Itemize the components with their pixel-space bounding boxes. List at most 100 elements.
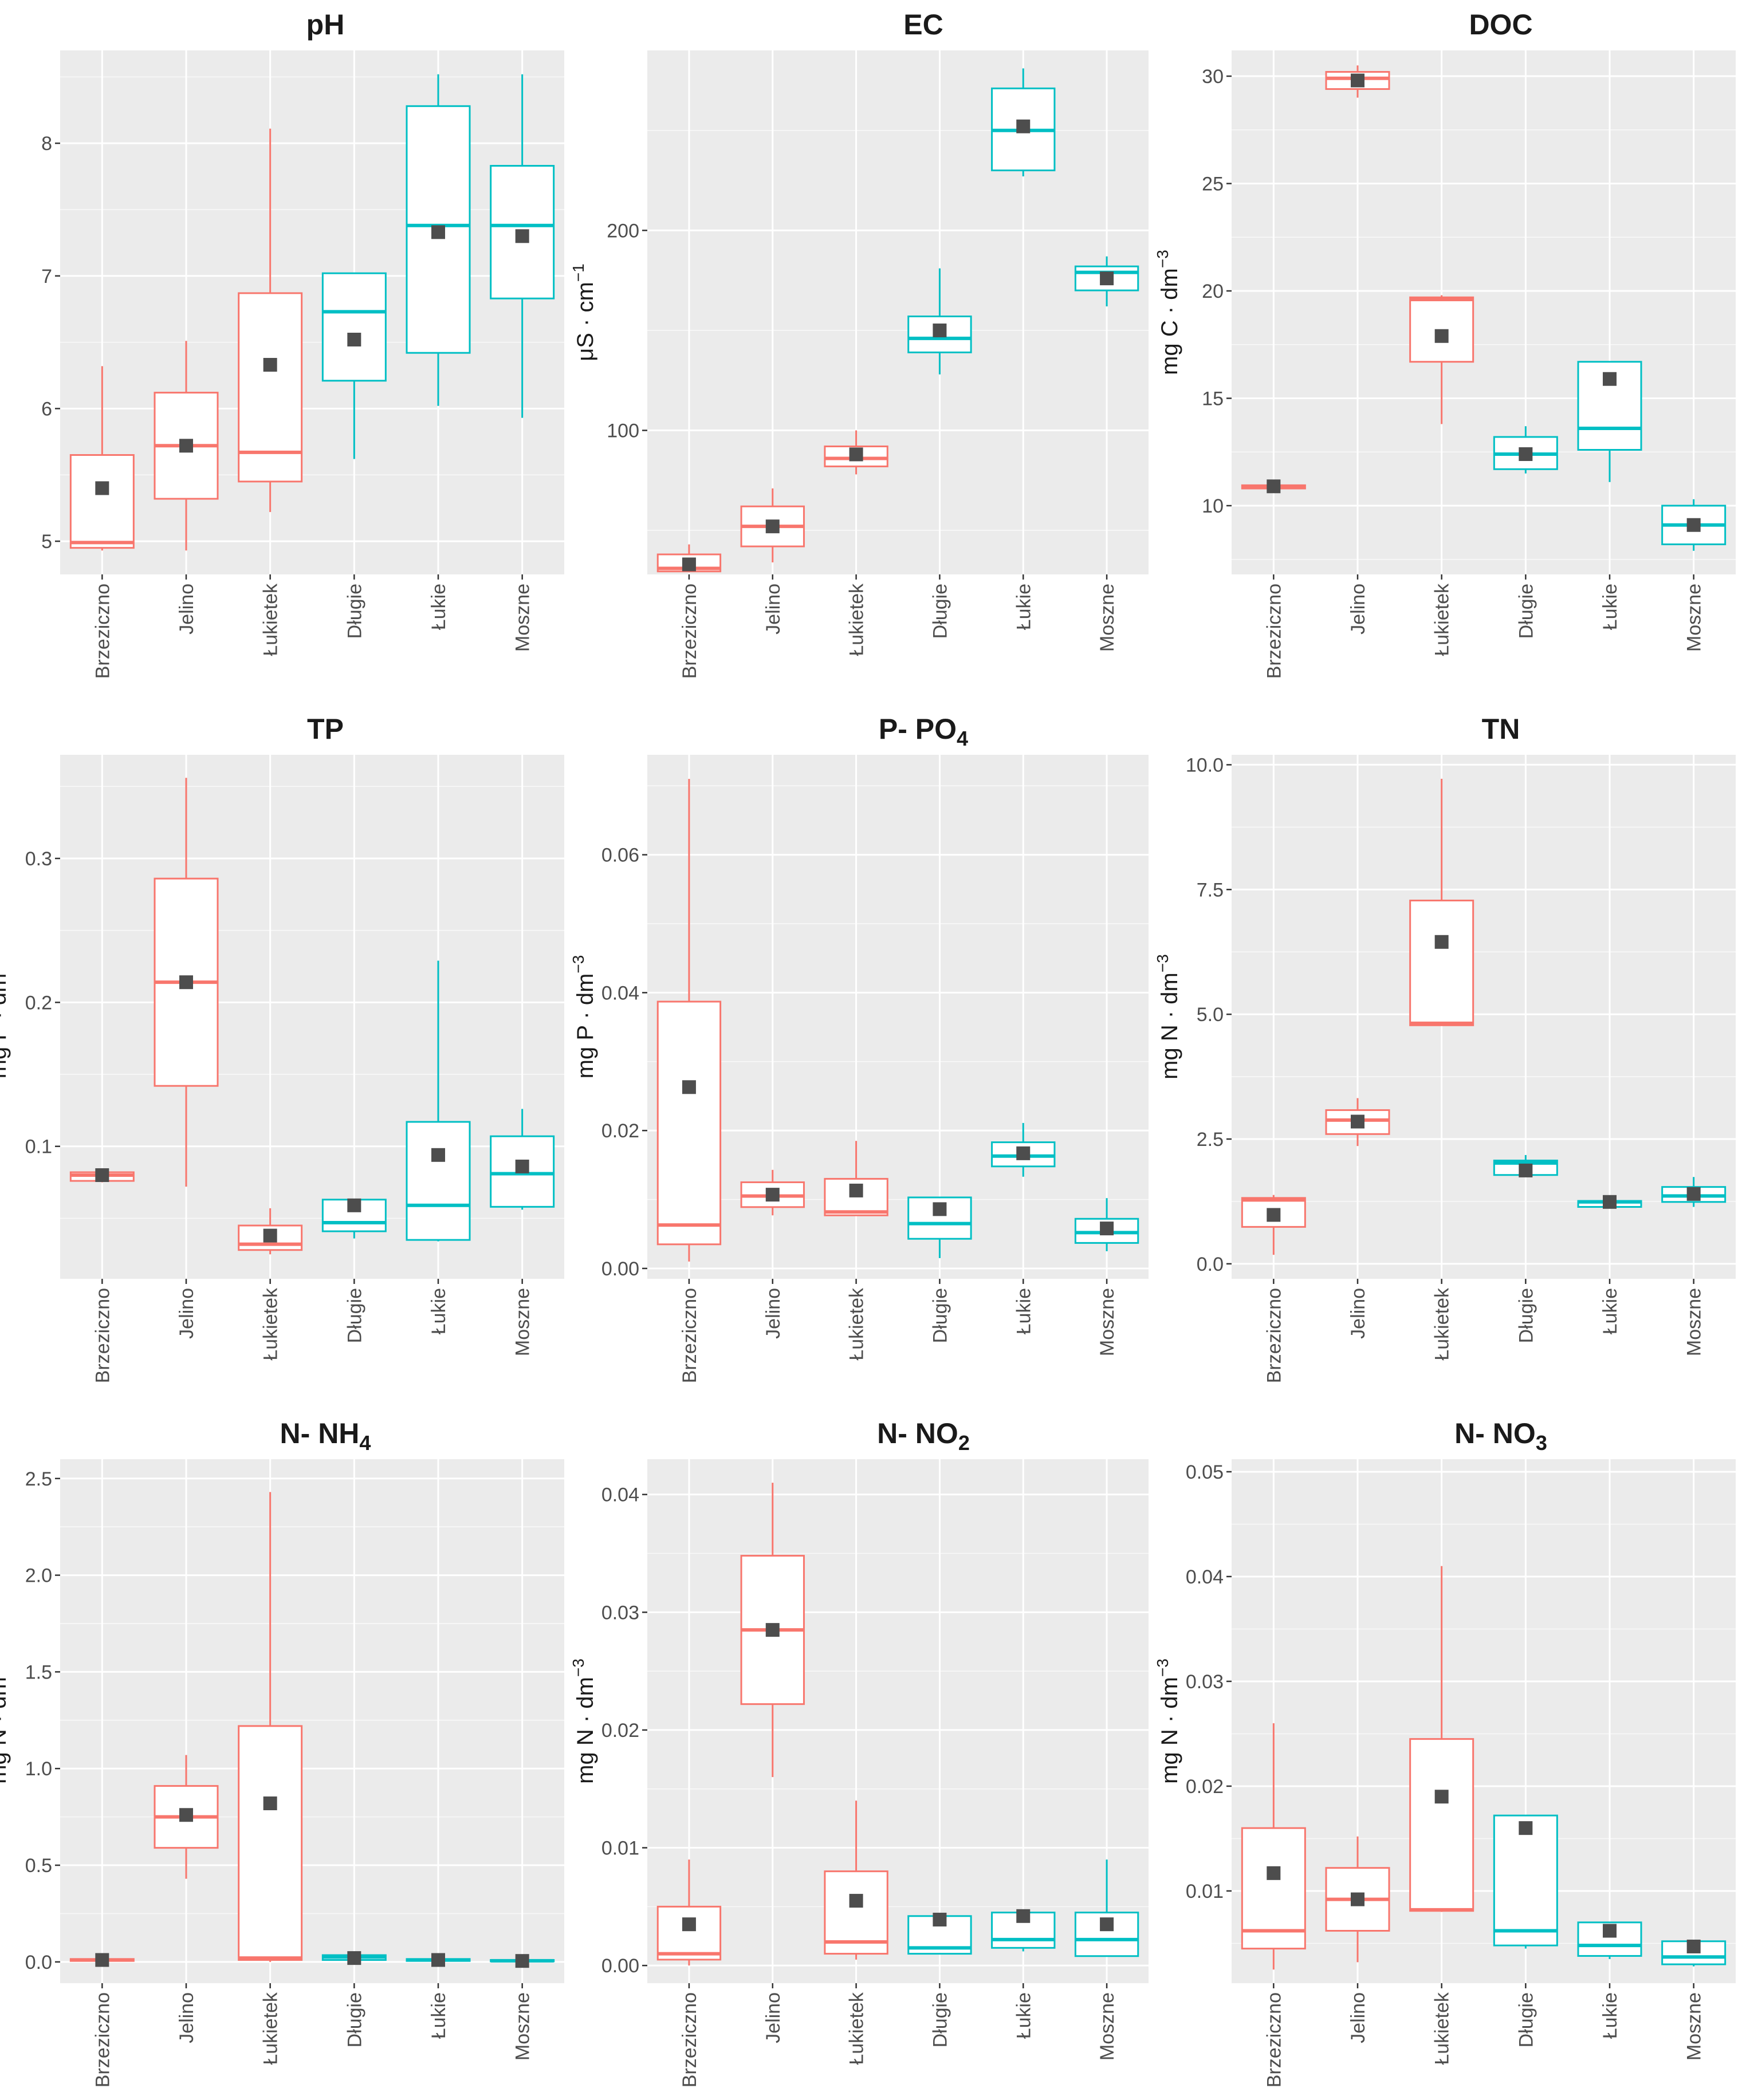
x-category-label: Brzeziczno: [92, 1992, 113, 2087]
panel-background: [60, 1459, 564, 1983]
mean-marker: [263, 1796, 277, 1810]
mean-marker: [1100, 1222, 1114, 1236]
x-category-label: Długie: [929, 1992, 951, 2047]
mean-marker: [1351, 1892, 1364, 1906]
box: [238, 292, 303, 483]
mean-marker: [347, 332, 361, 346]
y-axis-title: mg P · dm−3: [569, 955, 598, 1079]
x-category-label: Moszne: [1096, 1288, 1118, 1356]
y-axis-title: mg C · dm−3: [1154, 250, 1182, 375]
x-category-label: Jelino: [762, 1992, 784, 2043]
panel-2: 10 15 20 25 30 Brzeziczno Jelino Łukietek Długie…: [1154, 9, 1736, 679]
mean-marker: [179, 1808, 193, 1822]
panel-4: 0.00 0.02 0.04 0.06 Brzeziczno Jelino Łukietek…: [569, 713, 1149, 1383]
x-category-label: Jelino: [762, 1288, 784, 1339]
mean-marker: [347, 1951, 361, 1965]
mean-marker: [515, 1954, 529, 1968]
mean-marker: [849, 1894, 863, 1908]
mean-marker: [1603, 372, 1617, 386]
box: [656, 1000, 722, 1246]
y-tick-label: 15: [1202, 388, 1224, 410]
mean-marker: [1519, 1163, 1533, 1177]
mean-marker: [1603, 1924, 1617, 1938]
x-category-label: Moszne: [1684, 1992, 1705, 2060]
box: [1409, 1738, 1474, 1912]
mean-marker: [1267, 1208, 1281, 1222]
mean-marker: [933, 1202, 947, 1216]
box: [824, 1870, 888, 1955]
y-tick-label: 0.02: [601, 1720, 639, 1742]
x-category-label: Długie: [344, 584, 365, 639]
mean-marker: [431, 1953, 445, 1967]
y-tick-label: 0.00: [601, 1955, 639, 1977]
panel-title: TP: [307, 713, 344, 745]
y-tick-label: 20: [1202, 281, 1224, 302]
mean-marker: [1686, 1187, 1701, 1201]
y-tick-label: 2.5: [25, 1468, 52, 1490]
mean-marker: [1100, 1917, 1114, 1932]
y-axis-title: μS · cm−1: [569, 263, 598, 361]
x-category-label: Brzeziczno: [679, 1288, 701, 1383]
panel-6: 0.0 0.5 1.0 1.5 2.0 2.5 Brzeziczno Jelino Łukiet…: [0, 1417, 564, 2087]
x-category-label: Brzeziczno: [92, 1288, 113, 1383]
x-category-label: Brzeziczno: [92, 584, 113, 679]
x-category-label: Brzeziczno: [679, 584, 701, 679]
panel-title: pH: [306, 9, 345, 41]
x-category-label: Brzeziczno: [679, 1992, 701, 2087]
mean-marker: [1519, 1821, 1533, 1835]
panel-title: N- NO3: [1454, 1417, 1547, 1455]
panel-8: 0.01 0.02 0.03 0.04 0.05 Brzeziczno Jelino Łuki…: [1154, 1417, 1736, 2087]
x-category-label: Długie: [929, 584, 951, 639]
panel-title: N- NH4: [280, 1417, 371, 1455]
y-tick-label: 100: [607, 420, 639, 442]
x-category-label: Jelino: [1347, 1992, 1369, 2043]
x-category-label: Łukie: [1013, 584, 1035, 630]
panel-background: [647, 1459, 1149, 1983]
y-tick-label: 0.05: [1186, 1461, 1224, 1483]
panel-3: 0.1 0.2 0.3 Brzeziczno Jelino Łukietek Długie Ł…: [0, 713, 564, 1383]
x-category-label: Łukie: [428, 584, 450, 630]
y-tick-label: 0.3: [25, 848, 52, 870]
mean-marker: [682, 1917, 696, 1932]
x-category-label: Łukie: [428, 1992, 450, 2039]
x-category-label: Łukietek: [1432, 1992, 1453, 2065]
x-category-label: Moszne: [1096, 584, 1118, 652]
box: [1493, 1814, 1558, 1947]
x-category-label: Długie: [929, 1288, 951, 1343]
y-tick-label: 6: [41, 398, 52, 420]
x-category-label: Moszne: [1684, 584, 1705, 652]
y-tick-label: 0.06: [601, 845, 639, 866]
mean-marker: [1434, 1790, 1449, 1804]
panel-title: N- NO2: [877, 1417, 970, 1455]
y-tick-label: 0.01: [601, 1838, 639, 1859]
x-category-label: Łukietek: [260, 583, 282, 656]
mean-marker: [1016, 1146, 1031, 1160]
y-tick-label: 0.2: [25, 992, 52, 1014]
mean-marker: [849, 447, 863, 462]
mean-marker: [682, 557, 696, 572]
y-tick-label: 30: [1202, 66, 1224, 88]
mean-marker: [1016, 1909, 1031, 1923]
y-tick-label: 8: [41, 133, 52, 155]
mean-marker: [849, 1183, 863, 1197]
box: [321, 272, 387, 382]
x-category-label: Łukie: [1013, 1992, 1035, 2039]
y-tick-label: 5: [41, 531, 52, 553]
x-category-label: Moszne: [512, 1992, 534, 2060]
box: [656, 1905, 722, 1961]
box: [69, 454, 135, 549]
box: [1409, 899, 1474, 1026]
x-category-label: Jelino: [1347, 584, 1369, 635]
y-tick-label: 0.02: [601, 1120, 639, 1142]
y-tick-label: 25: [1202, 174, 1224, 195]
x-category-label: Jelino: [176, 584, 198, 635]
y-tick-label: 7.5: [1197, 879, 1224, 901]
mean-marker: [933, 323, 947, 337]
x-category-label: Moszne: [512, 584, 534, 652]
y-tick-label: 7: [41, 266, 52, 287]
panel-7: 0.00 0.01 0.02 0.03 0.04 Brzeziczno Jelino Łuki…: [569, 1417, 1149, 2087]
y-tick-label: 0.0: [1197, 1254, 1224, 1275]
y-tick-label: 10.0: [1186, 754, 1224, 776]
mean-marker: [1100, 271, 1114, 286]
